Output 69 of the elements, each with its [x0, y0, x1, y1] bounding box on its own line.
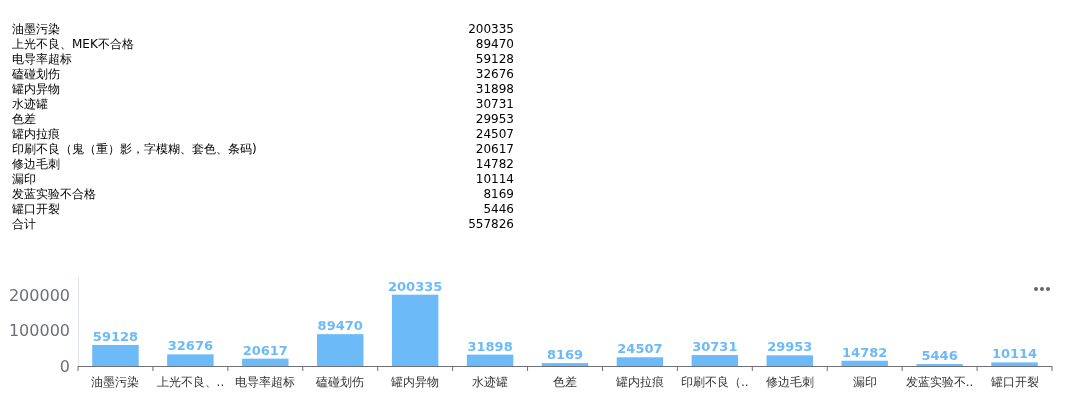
x-tick-label: 罐口开裂	[990, 375, 1039, 389]
data-label: 30731	[474, 97, 514, 112]
category-label: 水迹罐	[12, 97, 49, 112]
category-label: 印刷不良（鬼（重）影，字模糊、套色、条码)	[12, 142, 258, 157]
data-label: 10114	[474, 172, 514, 187]
data-label: 14782	[842, 344, 888, 360]
category-label: 色差	[12, 112, 37, 127]
category-label: 合计	[12, 217, 37, 232]
data-label: 31898	[474, 82, 514, 97]
data-label: 200335	[388, 278, 443, 294]
bar	[92, 344, 139, 366]
x-tick-label: 发蓝实验不..	[905, 375, 974, 389]
category-label: 修边毛刺	[12, 157, 61, 172]
bar	[841, 360, 888, 366]
data-label: 200335	[467, 22, 514, 37]
data-label: 557826	[467, 217, 514, 232]
data-label: 89470	[474, 37, 514, 52]
category-label: 上光不良、MEK不合格	[12, 37, 135, 52]
category-label: 电导率超标	[12, 52, 73, 67]
data-label: 29953	[474, 112, 514, 127]
data-label: 10114	[991, 346, 1038, 362]
data-label: 24507	[617, 341, 663, 357]
bar	[167, 354, 214, 366]
x-tick-label: 油墨污染	[91, 375, 140, 389]
data-label: 8169	[546, 347, 584, 363]
data-label: 30731	[692, 339, 738, 355]
y-tick-label: 0	[59, 357, 70, 376]
bar	[766, 355, 813, 366]
x-tick-label: 罐内异物	[391, 375, 440, 389]
bar	[242, 358, 289, 366]
bar	[317, 334, 364, 366]
data-label: 5446	[482, 202, 514, 217]
data-label: 29953	[767, 339, 813, 355]
data-label: 8169	[482, 187, 514, 202]
x-tick-label: 上光不良、..	[156, 375, 225, 389]
data-label: 31898	[467, 338, 513, 354]
category-label: 罐内异物	[12, 82, 61, 97]
x-tick-label: 漏印	[852, 375, 877, 389]
category-label: 发蓝实验不合格	[12, 187, 97, 202]
bar	[466, 354, 514, 366]
bar	[691, 355, 739, 366]
category-label: 罐内拉痕	[12, 127, 61, 142]
x-tick-label: 电导率超标	[235, 375, 296, 389]
bar	[541, 363, 589, 366]
category-label: 漏印	[12, 172, 37, 187]
data-label: 24507	[474, 127, 514, 142]
data-label: 5446	[921, 348, 958, 364]
data-label: 20617	[242, 342, 288, 358]
bar	[991, 362, 1038, 366]
data-label: 59128	[474, 52, 514, 67]
bar	[391, 294, 439, 366]
data-label: 59128	[92, 328, 139, 344]
x-tick-label: 印刷不良（..	[681, 375, 749, 389]
data-label: 32676	[474, 67, 514, 82]
category-label: 罐口开裂	[12, 202, 61, 217]
category-label: 油墨污染	[12, 22, 61, 37]
x-tick-label: 水迹罐	[472, 375, 509, 389]
data-label: 20617	[474, 142, 514, 157]
x-tick-label: 磕碰划伤	[315, 375, 365, 389]
data-label: 32676	[167, 338, 213, 354]
x-tick-label: 色差	[553, 375, 577, 389]
data-label: 14782	[474, 157, 514, 172]
category-label: 磕碰划伤	[12, 67, 61, 82]
bar	[616, 357, 664, 366]
y-tick-label: 100000	[8, 321, 70, 341]
x-tick-label: 罐内拉痕	[615, 375, 664, 389]
y-tick-label: 200000	[8, 285, 70, 305]
data-label: 89470	[317, 318, 363, 334]
x-tick-label: 修边毛刺	[765, 375, 814, 389]
